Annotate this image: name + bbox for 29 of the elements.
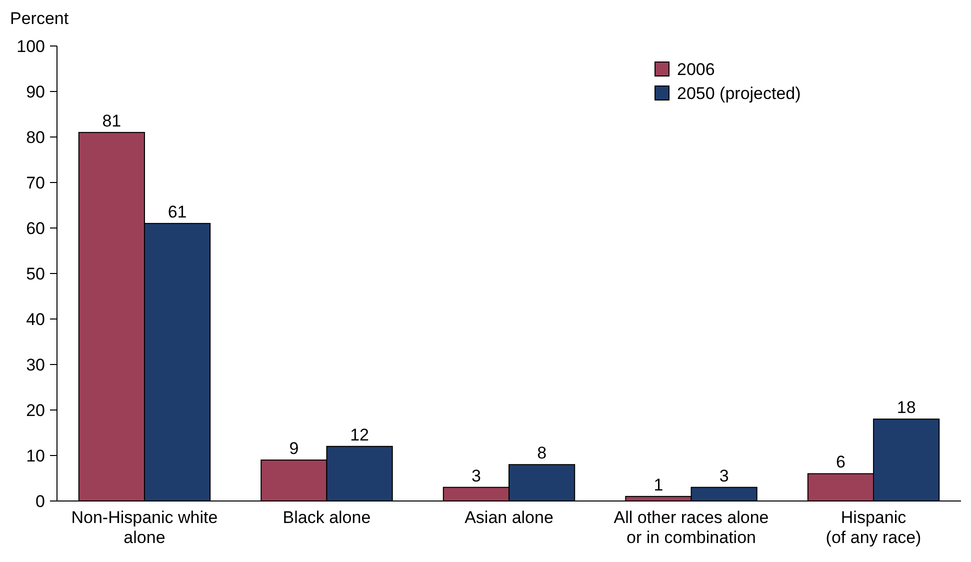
legend-label: 2050 (projected) [677, 84, 801, 103]
y-tick-label: 80 [26, 128, 45, 147]
x-tick-label: Non-Hispanic white alone [71, 508, 218, 547]
y-tick-label: 100 [16, 36, 45, 56]
data-label: 61 [168, 202, 187, 222]
y-axis-title: Percent [10, 9, 69, 28]
data-label: 81 [102, 111, 122, 130]
data-label: 18 [896, 398, 916, 418]
data-label: 8 [537, 444, 547, 463]
y-tick-label: 40 [26, 310, 45, 329]
data-label: 9 [289, 439, 299, 458]
y-tick-label: 70 [26, 173, 45, 192]
data-label: 6 [836, 452, 846, 472]
x-tick-label: Black alone [282, 508, 371, 527]
data-label: 12 [350, 425, 370, 444]
x-tick-label: Hispanic (of any race) [826, 508, 922, 547]
y-tick-label: 30 [26, 355, 45, 374]
y-tick-label: 10 [26, 446, 45, 466]
y-tick-label: 60 [26, 218, 45, 238]
y-tick-label: 20 [26, 400, 45, 420]
data-label: 3 [471, 466, 481, 486]
y-tick-label: 50 [26, 264, 45, 284]
y-tick-label: 90 [26, 82, 45, 102]
x-tick-label: Asian alone [464, 508, 554, 527]
data-label: 3 [719, 466, 729, 486]
data-label: 1 [654, 475, 664, 494]
y-tick-label: 0 [36, 492, 45, 511]
x-tick-label: All other races alone or in combination [614, 508, 769, 547]
legend-label: 2006 [677, 60, 715, 79]
